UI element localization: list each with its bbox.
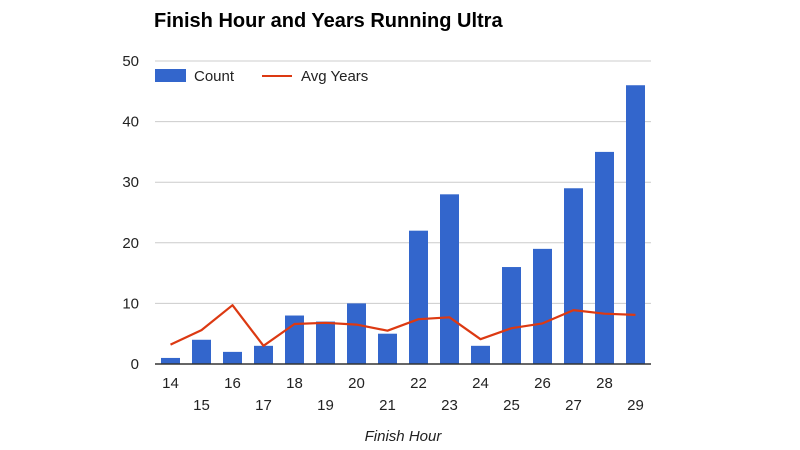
x-tick-label: 26: [534, 375, 551, 392]
legend-avg-years-label: Avg Years: [301, 68, 368, 85]
bar-count: [223, 351, 242, 364]
avg-years-line: [170, 304, 636, 347]
bar-count: [409, 230, 428, 364]
x-tick-label: 24: [472, 375, 489, 392]
x-tick-label: 16: [224, 375, 241, 392]
y-tick-label: 30: [122, 174, 139, 191]
bar-count: [595, 151, 614, 364]
legend-count-label: Count: [194, 68, 235, 85]
bar-count: [471, 345, 490, 364]
legend-count-swatch: [155, 69, 186, 82]
x-tick-label: 23: [441, 397, 458, 414]
count-bars: [161, 85, 645, 365]
x-tick-label: 21: [379, 397, 396, 414]
line-avg-years: [170, 304, 636, 347]
bar-count: [316, 321, 335, 364]
x-axis-label: Finish Hour: [365, 428, 443, 445]
x-tick-label: 27: [565, 397, 582, 414]
bar-count: [533, 248, 552, 364]
x-tick-label: 22: [410, 375, 427, 392]
bar-count: [440, 194, 459, 364]
x-tick-label: 18: [286, 375, 303, 392]
bar-count: [347, 303, 366, 364]
x-tick-label: 19: [317, 397, 334, 414]
axes: 0 10 20 30 40 50 14 15 16 17 18 19 20 21 22 23 24 25 26 27 2…: [122, 53, 651, 414]
chart-title: Finish Hour and Years Running Ultra: [154, 10, 503, 32]
y-tick-label: 10: [122, 295, 139, 312]
x-tick-label: 25: [503, 397, 520, 414]
bar-count: [161, 357, 180, 364]
y-tick-label: 20: [122, 235, 139, 252]
x-tick-label: 17: [255, 397, 272, 414]
x-tick-label: 29: [627, 397, 644, 414]
bar-count: [378, 333, 397, 364]
bar-count: [254, 345, 273, 364]
y-tick-label: 40: [122, 114, 139, 131]
bar-count: [564, 188, 583, 364]
x-tick-label: 15: [193, 397, 210, 414]
y-tick-label: 0: [131, 356, 139, 373]
x-tick-label: 20: [348, 375, 365, 392]
bar-count: [626, 85, 645, 365]
x-tick-label: 14: [162, 375, 179, 392]
y-tick-label: 50: [122, 53, 139, 70]
legend: Count Avg Years: [155, 68, 368, 85]
bar-count: [192, 339, 211, 364]
x-tick-label: 28: [596, 375, 613, 392]
bar-count: [502, 267, 521, 364]
